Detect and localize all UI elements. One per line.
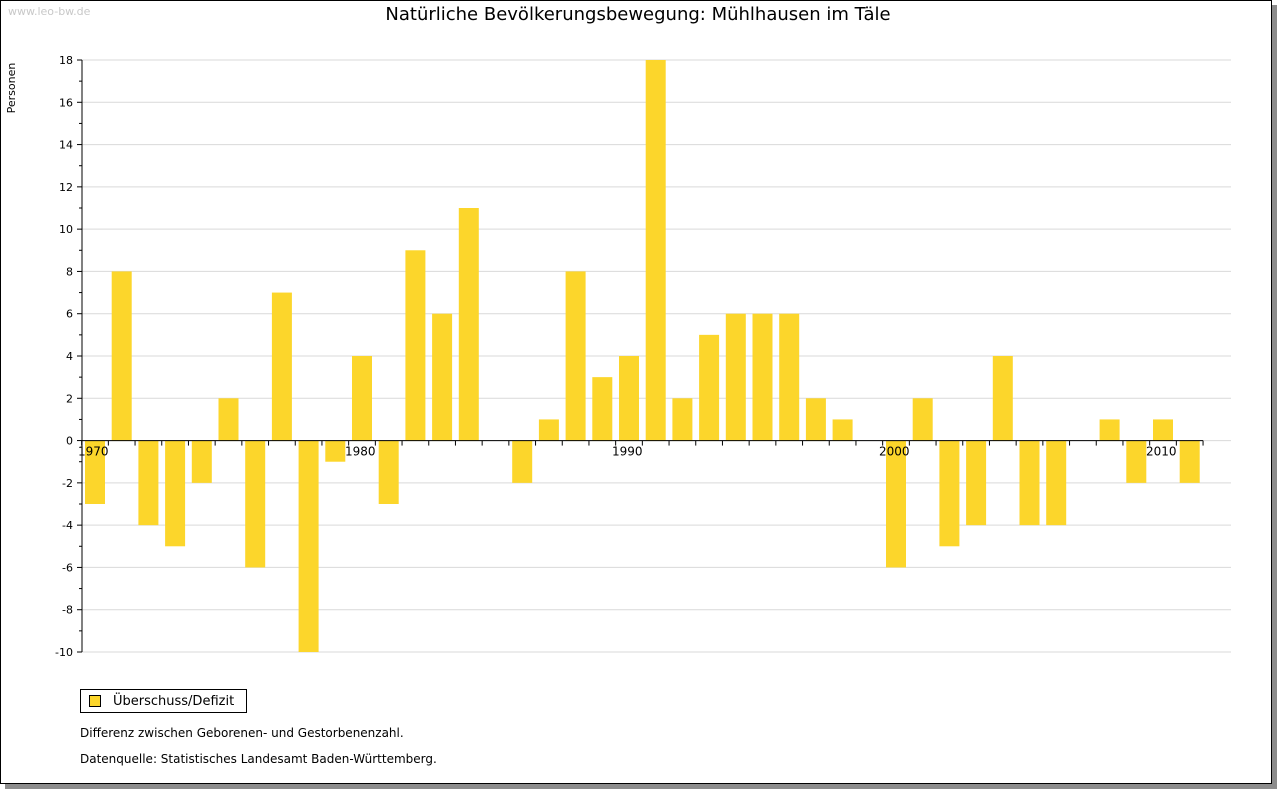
bar [1046, 440, 1067, 526]
bar [592, 377, 613, 441]
bar [1153, 419, 1173, 441]
x-tick-label: 1970 [78, 445, 109, 459]
x-tick-label: 1990 [612, 445, 643, 459]
bar [352, 356, 372, 441]
y-tick-label: 10 [59, 223, 73, 236]
bar [405, 250, 426, 441]
bar [165, 440, 186, 547]
bar [191, 440, 212, 483]
bar [138, 440, 159, 526]
bar [111, 271, 132, 441]
bar [85, 440, 105, 504]
chart-description: Differenz zwischen Geborenen- und Gestor… [80, 726, 404, 740]
y-tick-label: 16 [59, 96, 73, 109]
x-tick-label: 2000 [879, 445, 910, 459]
y-tick-label: -6 [62, 561, 73, 574]
y-tick-label: 12 [59, 181, 73, 194]
bar [538, 419, 559, 441]
y-axis-label: Personen [5, 63, 18, 114]
bar [619, 356, 639, 441]
y-tick-label: -10 [55, 646, 73, 659]
y-tick-label: 18 [59, 54, 73, 67]
bar [1099, 419, 1120, 441]
bar [832, 419, 853, 441]
bar [512, 440, 533, 483]
bar [325, 440, 346, 462]
bar [245, 440, 266, 568]
bar [752, 313, 773, 441]
bar [271, 292, 292, 441]
data-source-note: Datenquelle: Statistisches Landesamt Bad… [80, 752, 437, 766]
legend-swatch [89, 695, 101, 707]
bar [992, 356, 1013, 441]
bar [218, 398, 239, 441]
bar [1179, 440, 1200, 483]
y-tick-label: -2 [62, 477, 73, 490]
bar [699, 334, 720, 441]
x-tick-label: 2010 [1146, 445, 1177, 459]
y-tick-label: 0 [66, 435, 73, 448]
bar [298, 440, 319, 652]
watermark: www.leo-bw.de [8, 5, 91, 18]
bar [725, 313, 746, 441]
bar [886, 440, 906, 568]
y-tick-label: 6 [66, 308, 73, 321]
bar [805, 398, 826, 441]
bar [378, 440, 399, 504]
legend-label: Überschuss/Defizit [113, 693, 235, 709]
y-tick-label: 4 [66, 350, 73, 363]
bar [939, 440, 960, 547]
bar [966, 440, 987, 526]
x-tick-label: 1980 [345, 445, 376, 459]
y-tick-label: -8 [62, 604, 73, 617]
bar [432, 313, 453, 441]
bar [1126, 440, 1147, 483]
bar [912, 398, 933, 441]
legend: Überschuss/Defizit [80, 689, 248, 713]
y-tick-label: 8 [66, 265, 73, 278]
bar [458, 208, 479, 441]
bar [565, 271, 586, 441]
y-tick-label: -4 [62, 519, 73, 532]
bar [779, 313, 800, 441]
bar [1019, 440, 1040, 526]
bar [645, 60, 666, 441]
y-tick-label: 14 [59, 139, 73, 152]
y-tick-label: 2 [66, 392, 73, 405]
bar [672, 398, 693, 441]
chart-title: Natürliche Bevölkerungsbewegung: Mühlhau… [385, 4, 891, 25]
